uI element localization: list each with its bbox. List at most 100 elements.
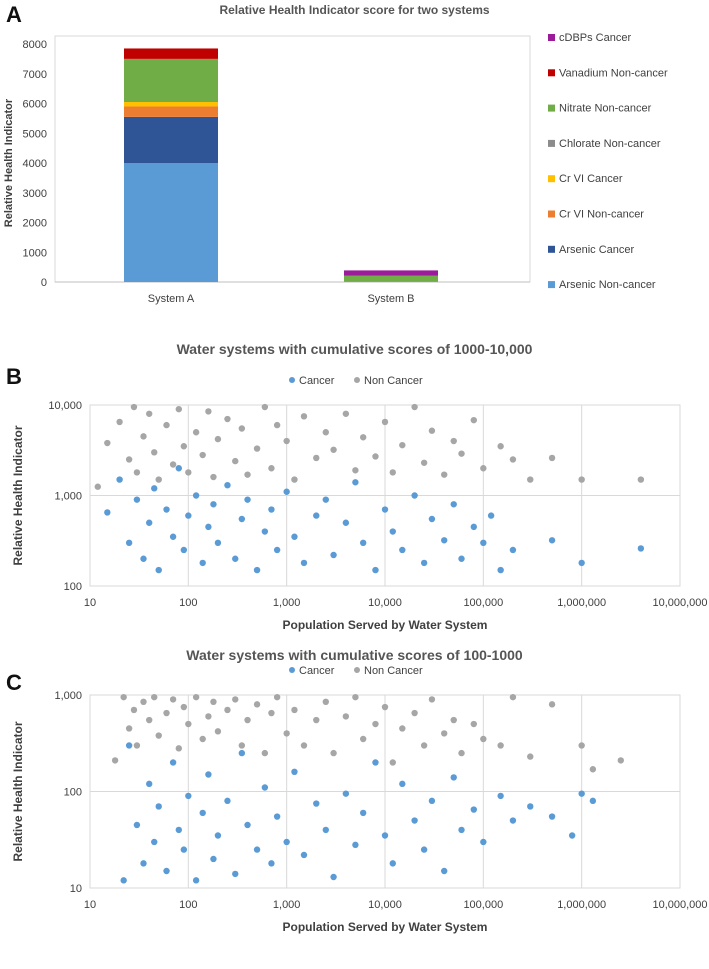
data-point xyxy=(224,481,231,489)
x-tick-label: 10,000,000 xyxy=(652,899,707,911)
data-point xyxy=(155,803,162,810)
bar-segment xyxy=(124,116,218,163)
data-point xyxy=(120,693,127,701)
data-point xyxy=(261,403,269,411)
data-point xyxy=(420,559,428,567)
y-tick-label: 2000 xyxy=(23,218,47,230)
data-point xyxy=(253,445,261,452)
data-point xyxy=(283,488,290,495)
legend-marker xyxy=(289,667,295,673)
y-tick-label: 10,000 xyxy=(48,400,82,412)
data-point xyxy=(185,469,192,476)
data-point xyxy=(104,509,111,516)
x-tick-label: 1,000 xyxy=(273,597,301,609)
data-point xyxy=(210,855,217,863)
y-axis-label: Relative Health Indicator xyxy=(3,98,15,227)
bar-segment xyxy=(124,106,218,117)
data-point xyxy=(155,566,162,574)
data-point xyxy=(330,749,337,757)
data-point xyxy=(192,877,200,884)
data-point xyxy=(125,725,133,732)
legend-label: Vanadium Non-cancer xyxy=(559,67,668,79)
data-point xyxy=(268,506,275,513)
data-point xyxy=(428,696,436,703)
x-axis-label: Population Served by Water System xyxy=(283,920,488,934)
data-point xyxy=(411,817,418,824)
data-point xyxy=(163,421,170,429)
data-point xyxy=(637,545,645,552)
x-axis-label: Population Served by Water System xyxy=(283,618,488,632)
legend-label: Cancer xyxy=(299,375,335,387)
data-point xyxy=(548,537,556,544)
legend-swatch xyxy=(548,34,555,41)
data-point xyxy=(199,559,206,567)
data-point xyxy=(411,709,418,717)
bar-segment xyxy=(344,275,438,282)
data-point xyxy=(420,846,428,853)
data-point xyxy=(224,706,231,714)
legend-label: Arsenic Cancer xyxy=(559,244,635,256)
data-point xyxy=(342,790,350,797)
data-point xyxy=(125,456,133,463)
data-point xyxy=(180,443,188,450)
bar-segment xyxy=(124,58,218,103)
data-point xyxy=(527,803,534,810)
data-point xyxy=(253,701,261,708)
x-tick-label: System B xyxy=(367,293,414,305)
data-point xyxy=(133,496,141,503)
data-point xyxy=(300,559,308,567)
data-point xyxy=(458,826,465,834)
data-point xyxy=(300,742,308,749)
data-point xyxy=(283,838,290,846)
data-point xyxy=(169,696,177,703)
data-point xyxy=(214,832,222,839)
data-point xyxy=(120,877,127,884)
data-point xyxy=(291,706,298,714)
data-point xyxy=(253,846,261,853)
data-point xyxy=(244,496,251,503)
data-point xyxy=(146,519,153,526)
data-point xyxy=(133,742,141,749)
data-point xyxy=(169,759,177,766)
stacked-bar-chart: 0 1000 2000 3000 4000 5000 6000 7000 8000 Relativ… xyxy=(3,32,668,305)
data-point xyxy=(214,435,222,443)
data-point xyxy=(199,451,206,459)
data-point xyxy=(185,720,192,728)
data-point xyxy=(140,555,147,562)
data-point xyxy=(458,749,465,757)
legend-label: Cr VI Cancer xyxy=(559,173,623,185)
data-point xyxy=(155,732,162,739)
x-tick-label: 10,000 xyxy=(368,597,402,609)
data-point xyxy=(509,546,517,554)
data-point xyxy=(155,476,162,483)
x-tick-label: 100 xyxy=(179,899,197,911)
bar-segment xyxy=(344,270,438,276)
legend-label: Chlorate Non-cancer xyxy=(559,138,661,150)
data-point xyxy=(175,465,183,472)
data-point xyxy=(441,867,448,875)
data-point xyxy=(527,753,534,760)
data-point xyxy=(238,749,246,757)
data-point xyxy=(359,434,367,441)
data-point xyxy=(480,539,487,547)
panel-letter-b: B xyxy=(6,364,22,389)
data-point xyxy=(261,528,269,535)
data-point xyxy=(163,506,170,513)
data-point xyxy=(180,846,188,853)
data-point xyxy=(470,416,478,424)
data-point xyxy=(372,720,379,728)
data-point xyxy=(322,826,329,834)
data-point xyxy=(273,813,281,820)
data-point xyxy=(428,797,436,805)
panel-letter-a: A xyxy=(6,2,22,27)
legend-marker xyxy=(289,377,295,383)
data-point xyxy=(509,456,517,463)
y-tick-label: 1,000 xyxy=(54,491,82,503)
data-point xyxy=(273,421,281,429)
data-point xyxy=(389,759,396,766)
data-point xyxy=(210,473,217,481)
data-point xyxy=(151,485,158,492)
data-point xyxy=(232,555,239,562)
data-point xyxy=(261,784,269,791)
data-point xyxy=(389,860,396,867)
